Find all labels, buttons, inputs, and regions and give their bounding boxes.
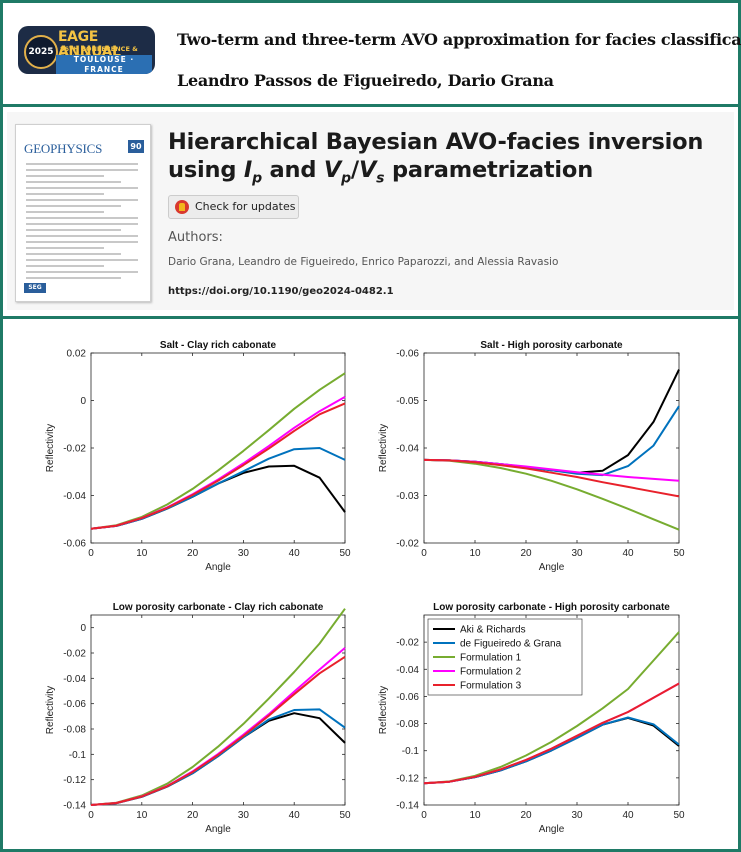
x-axis-label: Angle [205,562,231,573]
y-tick-label: -0.02 [63,649,86,660]
y-axis-label: Reflectivity [378,424,389,472]
y-tick-label: -0.04 [63,491,86,502]
chart-title: Salt - Clay rich cabonate [160,340,277,351]
y-axis-label: Reflectivity [45,424,56,472]
y-tick-label: -0.02 [63,444,86,455]
x-tick-label: 40 [289,810,301,821]
x-tick-label: 40 [289,548,301,559]
cover-badge: 90 [128,140,144,153]
cover-contents-lines [26,163,138,283]
y-tick-label: 0 [80,623,86,634]
header-divider [3,104,738,107]
y-axis-label: Reflectivity [378,686,389,734]
x-tick-label: 20 [187,810,199,821]
y-tick-label: -0.1 [402,746,420,757]
x-tick-label: 30 [238,548,250,559]
series-line-3 [423,458,680,531]
chart-4: 0 10 20 30 40 50 -0.14 -0.12 -0.1 -0.08 -0.06 -0.04… [378,602,685,835]
x-tick-label: 0 [421,810,427,821]
y-tick-label: -0.02 [396,539,419,550]
journal-cover[interactable]: GEOPHYSICS 90 SEG [15,124,151,302]
y-tick-label: -0.04 [63,674,86,685]
y-tick-label: -0.03 [396,491,419,502]
y-tick-label: -0.06 [63,539,86,550]
x-tick-label: 30 [238,810,250,821]
x-tick-label: 0 [421,548,427,559]
series-line-5 [423,458,680,498]
y-tick-label: -0.14 [63,801,86,812]
series-line-5 [423,682,680,785]
legend-entry: Formulation 2 [460,667,522,678]
logo-year: 2025 [24,35,58,69]
x-tick-label: 20 [187,548,199,559]
y-tick-label: -0.04 [396,444,419,455]
x-axis-label: Angle [539,562,565,573]
paper-title: Two-term and three-term AVO approximatio… [177,30,741,49]
x-tick-label: 20 [520,810,532,821]
y-tick-label: 0.02 [67,349,87,360]
article-title-line1: Hierarchical Bayesian AVO-facies inversi… [168,129,704,155]
x-tick-label: 50 [673,810,685,821]
chart-3: 0 10 20 30 40 50 -0.14 -0.12 -0.1 -0.08 -0.06 -0.04… [45,602,351,835]
article-title: Hierarchical Bayesian AVO-facies inversi… [168,128,703,193]
chart-title: Low porosity carbonate - High porosity c… [433,602,670,613]
authors-label: Authors: [168,230,223,245]
x-tick-label: 0 [88,548,94,559]
paper-authors: Leandro Passos de Figueiredo, Dario Gran… [177,71,554,90]
check-for-updates-button[interactable]: Check for updates [168,195,299,219]
x-axis-label: Angle [205,824,231,835]
y-tick-label: -0.12 [396,773,419,784]
chart-2: 0 10 20 30 40 50 -0.06 -0.05 -0.04 -0.03 -0.02 Salt… [378,340,685,573]
x-tick-label: 40 [622,548,634,559]
eage-annual-logo: 2025 EAGE ANNUAL 86TH CONFERENCE & EXHIB… [18,26,155,74]
seg-logo-icon: SEG [24,283,46,293]
x-axis-label: Angle [539,824,565,835]
series-line-5 [90,655,346,806]
chart-legend: Aki & Richards de Figueiredo & Grana Formu… [427,618,583,696]
x-tick-label: 0 [88,810,94,821]
legend-entry: de Figueiredo & Grana [460,639,562,650]
x-tick-label: 30 [571,548,583,559]
logo-location: TOULOUSE · FRANCE [56,55,152,74]
bookmark-icon [175,200,189,214]
check-for-updates-label: Check for updates [195,200,296,213]
chart-title: Low porosity carbonate - Clay rich cabon… [113,602,324,613]
legend-entry: Formulation 3 [460,681,522,692]
x-tick-label: 50 [339,810,351,821]
doi-link[interactable]: https://doi.org/10.1190/geo2024-0482.1 [168,286,394,297]
y-axis-label: Reflectivity [45,686,56,734]
y-tick-label: -0.02 [396,638,419,649]
authors-list: Dario Grana, Leandro de Figueiredo, Enri… [168,256,559,268]
x-tick-label: 10 [136,548,148,559]
y-tick-label: -0.1 [69,750,87,761]
x-tick-label: 50 [339,548,351,559]
x-tick-label: 10 [469,810,481,821]
y-tick-label: -0.05 [396,396,419,407]
article-title-line2: using Ip and Vp/Vs parametrization [168,157,594,187]
x-tick-label: 20 [520,548,532,559]
series-line-5 [90,402,346,530]
y-tick-label: -0.14 [396,801,419,812]
chart-title: Salt - High porosity carbonate [480,340,623,351]
journal-divider [3,316,738,319]
y-tick-label: -0.06 [396,349,419,360]
y-tick-label: -0.06 [396,692,419,703]
legend-entry: Aki & Richards [460,625,526,636]
chart-1: 0 10 20 30 40 50 -0.06 -0.04 -0.02 0 0.02 Salt - Cl… [45,340,351,573]
x-tick-label: 30 [571,810,583,821]
y-tick-label: -0.04 [396,665,419,676]
x-tick-label: 10 [136,810,148,821]
y-tick-label: -0.06 [63,699,86,710]
y-tick-label: -0.08 [396,719,419,730]
x-tick-label: 10 [469,548,481,559]
y-tick-label: -0.12 [63,775,86,786]
y-tick-label: -0.08 [63,725,86,736]
x-tick-label: 50 [673,548,685,559]
x-tick-label: 40 [622,810,634,821]
y-tick-label: 0 [80,396,86,407]
legend-entry: Formulation 1 [460,653,522,664]
cover-title: GEOPHYSICS [24,141,103,156]
